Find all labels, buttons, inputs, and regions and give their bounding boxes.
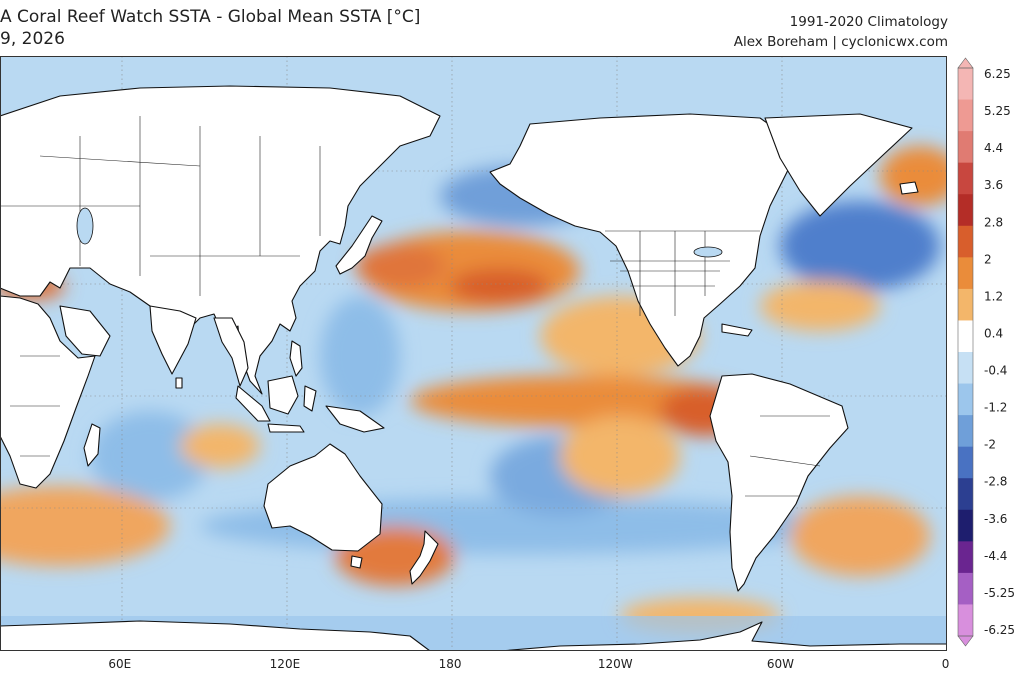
cool-patch-north-atlantic bbox=[780, 201, 940, 291]
colorbar-label: -0.4 bbox=[984, 364, 1007, 378]
land-borneo bbox=[267, 375, 299, 415]
colorbar-swatch bbox=[958, 225, 973, 258]
colorbar-swatch bbox=[958, 131, 973, 164]
map-attribution: 1991-2020 Climatology Alex Boreham | cyc… bbox=[734, 12, 948, 52]
borders bbox=[0, 116, 830, 497]
great-lakes bbox=[693, 246, 723, 258]
map-title: A Coral Reef Watch SSTA - Global Mean SS… bbox=[0, 7, 421, 27]
colorbar-label: 6.25 bbox=[984, 67, 1011, 81]
land-sri-lanka bbox=[175, 377, 183, 389]
land bbox=[0, 85, 947, 651]
warm-patch-indian-mid bbox=[180, 424, 260, 468]
colorbar-label: 1.2 bbox=[984, 289, 1003, 303]
ssta-map: 60E 120E 180 120W 60W 0 bbox=[0, 56, 949, 671]
colorbar-swatch bbox=[958, 320, 973, 353]
caspian-sea bbox=[76, 207, 94, 245]
colorbar-label: 2.8 bbox=[984, 215, 1003, 229]
land-greenland bbox=[764, 113, 913, 217]
land-new-zealand bbox=[409, 530, 439, 585]
colorbar-label: -3.6 bbox=[984, 512, 1007, 526]
colorbar-label: 2 bbox=[984, 252, 992, 266]
land-australia bbox=[263, 443, 383, 552]
land-south-america bbox=[709, 373, 849, 592]
land-sulawesi bbox=[303, 385, 317, 412]
longitude-label: 180 bbox=[439, 657, 462, 671]
colorbar: 6.25 5.25 4.4 3.6 2.8 2 1.2 0.4 -0.4 -1.2 -2 -2.8 -3… bbox=[957, 57, 1015, 647]
colorbar-min-arrow bbox=[957, 635, 974, 647]
climatology-label: 1991-2020 Climatology bbox=[789, 14, 948, 30]
land-arabia bbox=[59, 305, 111, 357]
colorbar-swatch bbox=[958, 604, 973, 637]
colorbar-swatch bbox=[958, 352, 973, 385]
lakes bbox=[76, 207, 723, 258]
colorbar-swatch bbox=[958, 383, 973, 416]
author-credit: Alex Boreham | cyclonicwx.com bbox=[733, 34, 948, 50]
colorbar-swatch bbox=[958, 257, 973, 290]
longitude-label: 60W bbox=[767, 657, 794, 671]
land-tasmania bbox=[350, 555, 363, 569]
land-eurasia bbox=[0, 85, 441, 395]
colorbar-swatch bbox=[958, 446, 973, 479]
map-title-block: A Coral Reef Watch SSTA - Global Mean SS… bbox=[0, 6, 420, 50]
colorbar-label: 5.25 bbox=[984, 104, 1011, 118]
colorbar-frame bbox=[957, 67, 974, 637]
warm-patch-s-indian bbox=[0, 486, 170, 566]
colorbar-swatch bbox=[958, 194, 973, 227]
map-frame bbox=[0, 56, 947, 651]
land-india bbox=[149, 305, 197, 375]
colorbar-swatch bbox=[958, 415, 973, 448]
longitude-label: 120W bbox=[598, 657, 633, 671]
warm-patch-s-atlantic bbox=[790, 496, 930, 576]
colorbar-swatches bbox=[957, 57, 974, 647]
land-antarctica-peninsula bbox=[499, 621, 947, 651]
longitude-label: 120E bbox=[270, 657, 301, 671]
colorbar-swatch bbox=[958, 478, 973, 511]
land-new-guinea bbox=[325, 405, 385, 433]
land-sumatra bbox=[235, 385, 271, 422]
colorbar-label: -6.25 bbox=[984, 623, 1015, 637]
cool-patch-indian bbox=[90, 411, 210, 501]
longitude-ticks: 60E 120E 180 120W 60W 0 bbox=[108, 657, 949, 671]
land-java bbox=[267, 423, 305, 433]
colorbar-label: -2 bbox=[984, 438, 996, 452]
colorbar-swatch bbox=[958, 99, 973, 132]
colorbar-swatch bbox=[958, 509, 973, 542]
land-iceland bbox=[899, 181, 919, 195]
warm-patch-s-pacific-mid bbox=[560, 416, 680, 496]
map-date: 9, 2026 bbox=[0, 29, 65, 49]
colorbar-label: 0.4 bbox=[984, 326, 1003, 340]
colorbar-swatch bbox=[958, 288, 973, 321]
colorbar-swatch bbox=[958, 541, 973, 574]
warm-patch-kuroshio bbox=[355, 244, 445, 288]
colorbar-swatch bbox=[958, 68, 973, 101]
land-indochina bbox=[213, 317, 249, 387]
colorbar-swatch bbox=[958, 162, 973, 195]
colorbar-label: 3.6 bbox=[984, 178, 1003, 192]
colorbar-label: -5.25 bbox=[984, 586, 1015, 600]
colorbar-labels: 6.25 5.25 4.4 3.6 2.8 2 1.2 0.4 -0.4 -1.2 -2 -2.8 -3… bbox=[984, 67, 1015, 637]
longitude-label: 60E bbox=[108, 657, 131, 671]
land-philippines bbox=[289, 340, 303, 377]
colorbar-max-arrow bbox=[957, 57, 974, 69]
land-japan bbox=[335, 215, 383, 275]
land-antarctica bbox=[0, 620, 431, 651]
warm-patch-nw-atlantic bbox=[880, 146, 947, 206]
land-cuba bbox=[721, 323, 753, 337]
warm-patch-nw-pacific-core bbox=[450, 268, 550, 304]
cool-patch-west-pacific bbox=[320, 296, 400, 416]
colorbar-label: -4.4 bbox=[984, 549, 1007, 563]
colorbar-label: -2.8 bbox=[984, 475, 1007, 489]
colorbar-swatch bbox=[958, 572, 973, 605]
land-africa bbox=[0, 295, 96, 489]
land-madagascar bbox=[83, 423, 101, 467]
colorbar-label: -1.2 bbox=[984, 401, 1007, 415]
longitude-label: 0 bbox=[942, 657, 950, 671]
warm-patch-atlantic-tropic bbox=[760, 281, 880, 331]
colorbar-label: 4.4 bbox=[984, 141, 1003, 155]
